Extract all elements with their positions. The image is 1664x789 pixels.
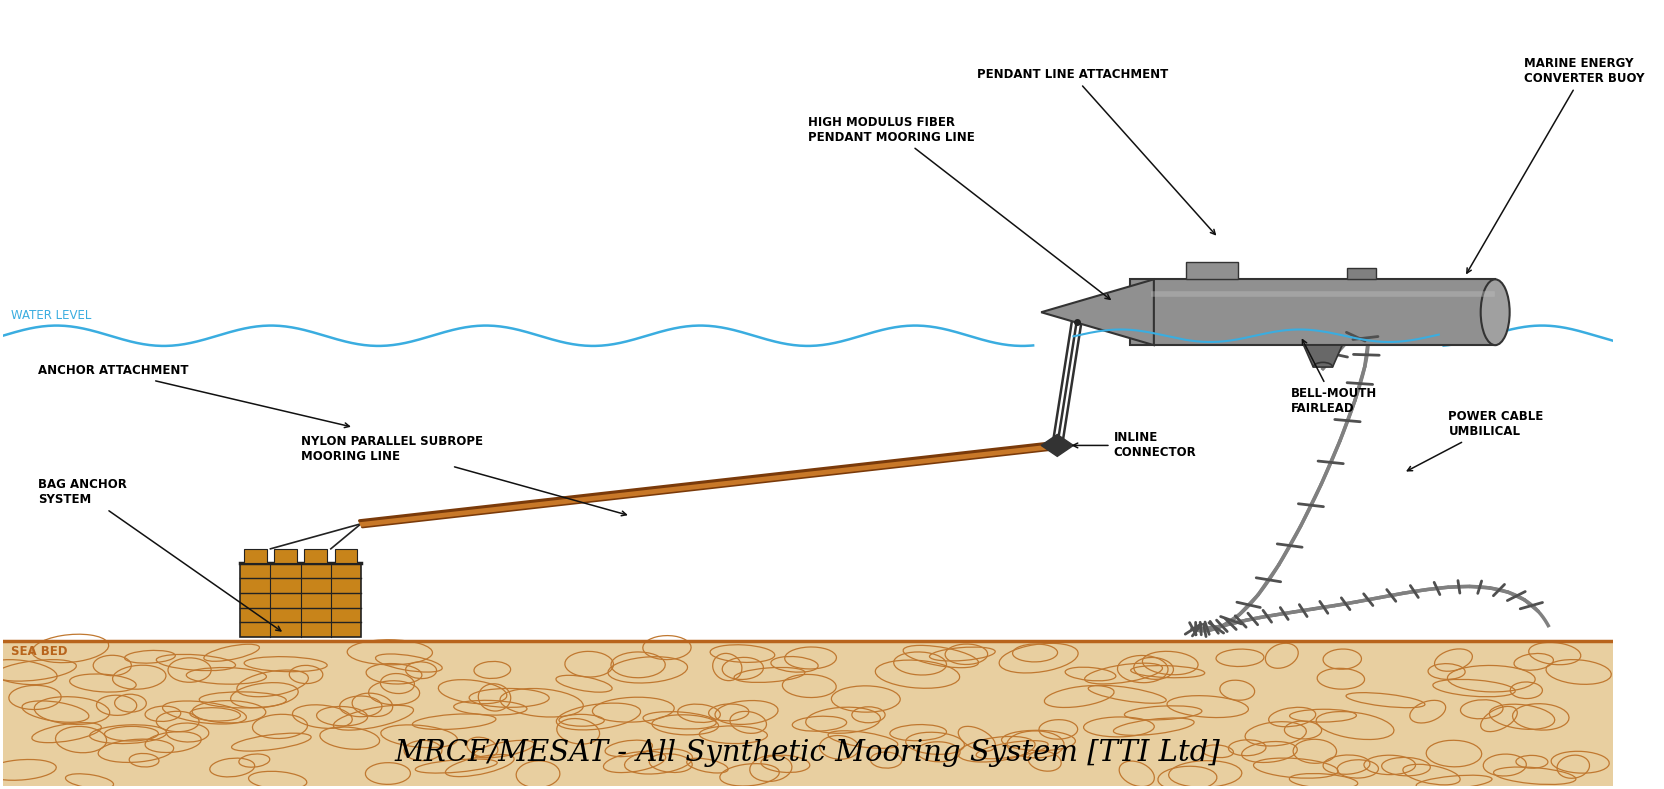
Text: INLINE
CONNECTOR: INLINE CONNECTOR: [1072, 432, 1196, 459]
Text: PENDANT LINE ATTACHMENT: PENDANT LINE ATTACHMENT: [977, 68, 1215, 234]
Text: BAG ANCHOR
SYSTEM: BAG ANCHOR SYSTEM: [38, 478, 281, 631]
Text: WATER LEVEL: WATER LEVEL: [12, 308, 92, 322]
Polygon shape: [1130, 279, 1494, 345]
Text: ANCHOR ATTACHMENT: ANCHOR ATTACHMENT: [38, 365, 349, 428]
Ellipse shape: [1479, 279, 1509, 345]
Polygon shape: [1303, 345, 1341, 367]
Text: HIGH MODULUS FIBER
PENDANT MOORING LINE: HIGH MODULUS FIBER PENDANT MOORING LINE: [807, 116, 1110, 299]
Text: POWER CABLE
UMBILICAL: POWER CABLE UMBILICAL: [1406, 410, 1543, 471]
Text: MARINE ENERGY
CONVERTER BUOY: MARINE ENERGY CONVERTER BUOY: [1466, 57, 1644, 273]
Text: SEA BED: SEA BED: [12, 645, 67, 658]
Polygon shape: [3, 641, 1612, 786]
Text: BELL-MOUTH
FAIRLEAD: BELL-MOUTH FAIRLEAD: [1290, 340, 1376, 415]
Polygon shape: [1040, 279, 1153, 345]
Polygon shape: [334, 549, 358, 563]
Polygon shape: [245, 549, 266, 563]
Polygon shape: [1185, 262, 1236, 279]
Polygon shape: [275, 549, 296, 563]
Text: MRCF/MESAT - All Synthetic Mooring System [TTI Ltd]: MRCF/MESAT - All Synthetic Mooring Syste…: [394, 739, 1220, 768]
Polygon shape: [305, 549, 326, 563]
Polygon shape: [1346, 267, 1374, 279]
Text: NYLON PARALLEL SUBROPE
MOORING LINE: NYLON PARALLEL SUBROPE MOORING LINE: [301, 436, 626, 516]
Polygon shape: [240, 563, 361, 638]
Polygon shape: [1040, 435, 1073, 456]
